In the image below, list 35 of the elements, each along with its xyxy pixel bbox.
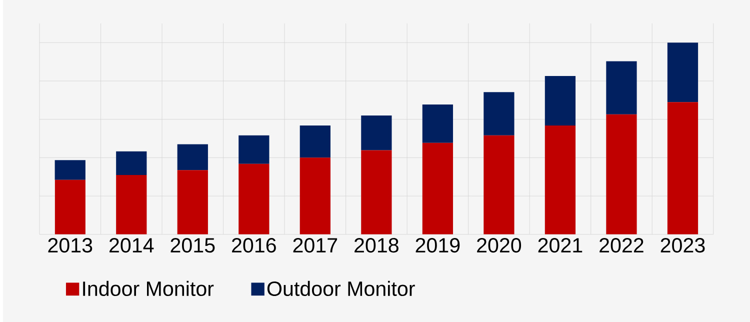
bar — [300, 158, 330, 234]
bar — [422, 104, 454, 143]
legend-label: Indoor Monitor — [83, 280, 214, 296]
x-tick-label: 2016 — [232, 238, 276, 252]
bar — [238, 164, 270, 234]
bar — [177, 144, 208, 170]
bar — [54, 160, 86, 180]
bar — [177, 170, 208, 234]
bar — [667, 42, 698, 102]
bar — [54, 180, 86, 234]
x-tick-label: 2023 — [660, 238, 705, 252]
x-tick-label: 2022 — [600, 238, 644, 252]
x-tick-label: 2021 — [538, 238, 582, 252]
bar — [544, 125, 576, 234]
bar — [606, 114, 637, 234]
bar — [361, 150, 392, 234]
x-tick-label: 2013 — [48, 238, 92, 252]
bar — [667, 102, 698, 234]
x-tick-label: 2020 — [477, 238, 522, 252]
bar — [484, 92, 514, 136]
x-tick-label: 2018 — [354, 238, 398, 252]
bar — [116, 174, 147, 234]
bar — [484, 135, 514, 234]
bar — [606, 61, 637, 114]
x-tick-label: 2015 — [170, 238, 215, 252]
x-tick-label: 2014 — [110, 238, 154, 252]
bar — [544, 76, 576, 126]
bar — [361, 115, 392, 150]
legend-label: Outdoor Monitor — [267, 280, 415, 296]
bar — [422, 142, 454, 234]
x-tick-label: 2017 — [293, 238, 338, 252]
x-tick-label: 2019 — [416, 238, 460, 252]
bar — [300, 125, 330, 158]
bar — [116, 151, 147, 175]
bar — [238, 135, 270, 164]
